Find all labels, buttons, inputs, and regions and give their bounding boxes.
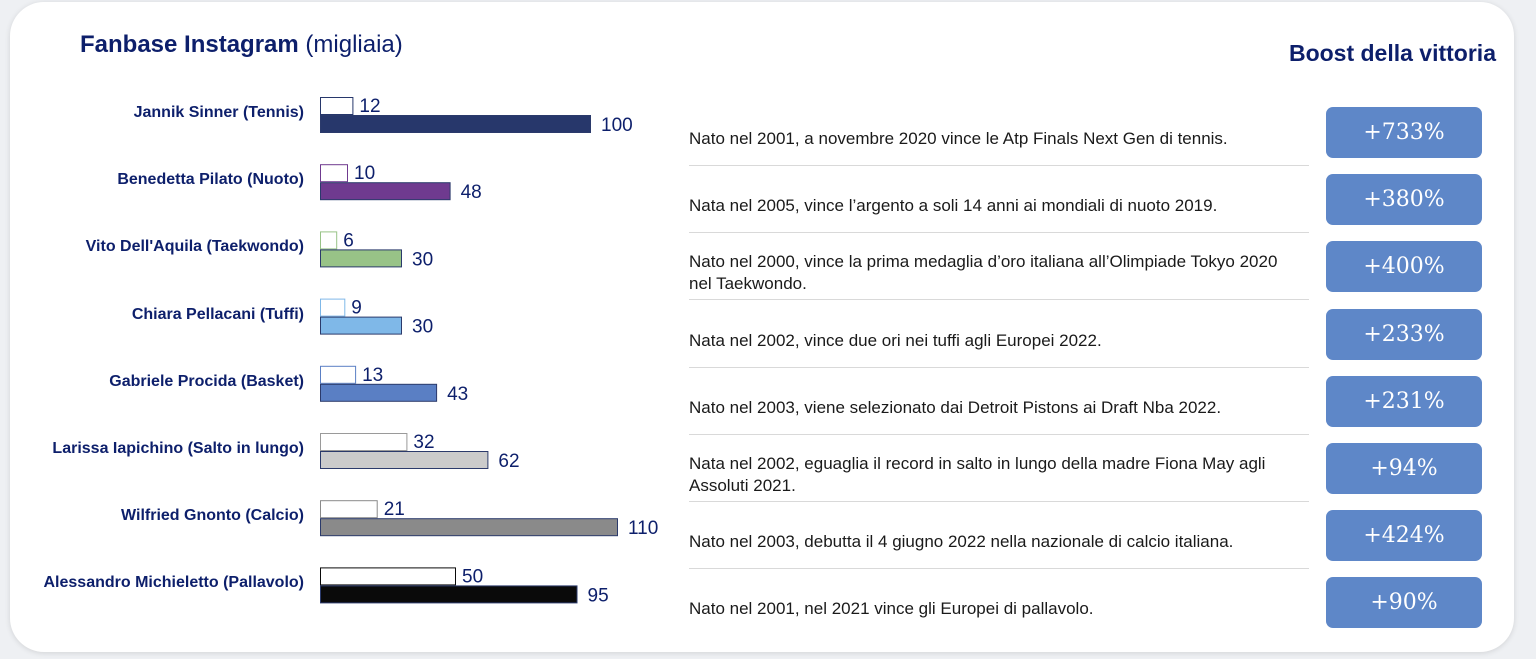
athlete-label: Vito Dell'Aquila (Taekwondo)	[85, 238, 304, 256]
athlete-description: Nata nel 2002, eguaglia il record in sal…	[689, 454, 1266, 495]
value-label-before: 12	[359, 96, 380, 117]
chart-title-bold: Fanbase Instagram	[80, 31, 299, 58]
athlete-description: Nata nel 2005, vince l’argento a soli 14…	[689, 196, 1218, 216]
chart-title-unit: (migliaia)	[305, 31, 403, 58]
bar-before	[320, 500, 378, 519]
athlete-description: Nato nel 2003, viene selezionato dai Det…	[689, 397, 1222, 417]
bar-after	[320, 182, 451, 201]
value-label-after: 43	[447, 384, 468, 405]
athlete-label: Chiara Pellacani (Tuffi)	[131, 305, 304, 323]
athlete-label: Alessandro Michieletto (Pallavolo)	[43, 574, 305, 592]
boost-badge: +400%	[1326, 241, 1482, 293]
bar-before	[320, 567, 456, 586]
athlete-description: Nato nel 2001, a novembre 2020 vince le …	[689, 129, 1228, 148]
boost-badge: +733%	[1326, 107, 1482, 158]
boost-badge: +424%	[1326, 510, 1482, 562]
bar-before	[320, 97, 354, 115]
value-label-before: 10	[354, 163, 375, 184]
row-separator	[689, 433, 1309, 435]
value-label-after: 110	[628, 518, 658, 539]
value-label-after: 30	[412, 249, 433, 270]
bar-before	[320, 298, 346, 317]
row-separator	[689, 232, 1309, 234]
bar-after	[320, 518, 618, 537]
bar-before	[320, 433, 408, 451]
boost-badge: +380%	[1326, 174, 1482, 226]
boost-badge: +231%	[1326, 375, 1482, 427]
bar-before	[320, 365, 357, 384]
bar-after	[320, 249, 402, 268]
athlete-label: Larissa Iapichino (Salto in lungo)	[52, 440, 304, 457]
athlete-description: Nato nel 2003, debutta il 4 giugno 2022 …	[689, 532, 1234, 552]
bar-after	[320, 585, 578, 604]
bar-before	[320, 231, 338, 250]
athlete-description: Nato nel 2001, nel 2021 vince gli Europe…	[689, 599, 1094, 619]
athlete-label: Gabriele Procida (Basket)	[109, 372, 304, 390]
boost-badge: +233%	[1326, 308, 1482, 360]
athlete-description: Nata nel 2002, vince due ori nei tuffi a…	[689, 330, 1102, 350]
value-label-after: 30	[412, 317, 433, 338]
boost-badge: +94%	[1326, 443, 1482, 494]
bar-after	[320, 316, 402, 335]
chart-title: Fanbase Instagram (migliaia)	[80, 31, 403, 59]
value-label-after: 62	[498, 451, 519, 472]
boost-badge: +90%	[1326, 577, 1482, 629]
bar-after	[320, 383, 438, 402]
chart-card	[10, 2, 1514, 652]
value-label-before: 6	[343, 230, 354, 251]
row-separator	[689, 165, 1309, 166]
row-separator	[689, 366, 1309, 368]
value-label-after: 48	[461, 182, 482, 203]
value-label-before: 9	[351, 298, 362, 319]
athlete-label: Wilfried Gnonto (Calcio)	[121, 507, 304, 525]
value-label-before: 13	[362, 365, 383, 386]
row-separator	[689, 299, 1309, 301]
row-separator	[689, 568, 1309, 570]
value-label-before: 50	[462, 566, 483, 587]
bar-before	[320, 164, 348, 183]
athlete-label: Jannik Sinner (Tennis)	[133, 104, 304, 121]
value-label-before: 32	[413, 432, 434, 453]
athlete-description: Nato nel 2000, vince la prima medaglia d…	[689, 252, 1278, 294]
boost-title: Boost della vittoria	[1288, 40, 1496, 66]
row-separator	[689, 501, 1309, 502]
athlete-label: Benedetta Pilato (Nuoto)	[117, 171, 304, 189]
value-label-before: 21	[384, 499, 405, 520]
bar-after	[320, 451, 489, 469]
value-label-after: 95	[588, 585, 609, 606]
value-label-after: 100	[601, 115, 633, 136]
bar-after	[320, 115, 591, 133]
